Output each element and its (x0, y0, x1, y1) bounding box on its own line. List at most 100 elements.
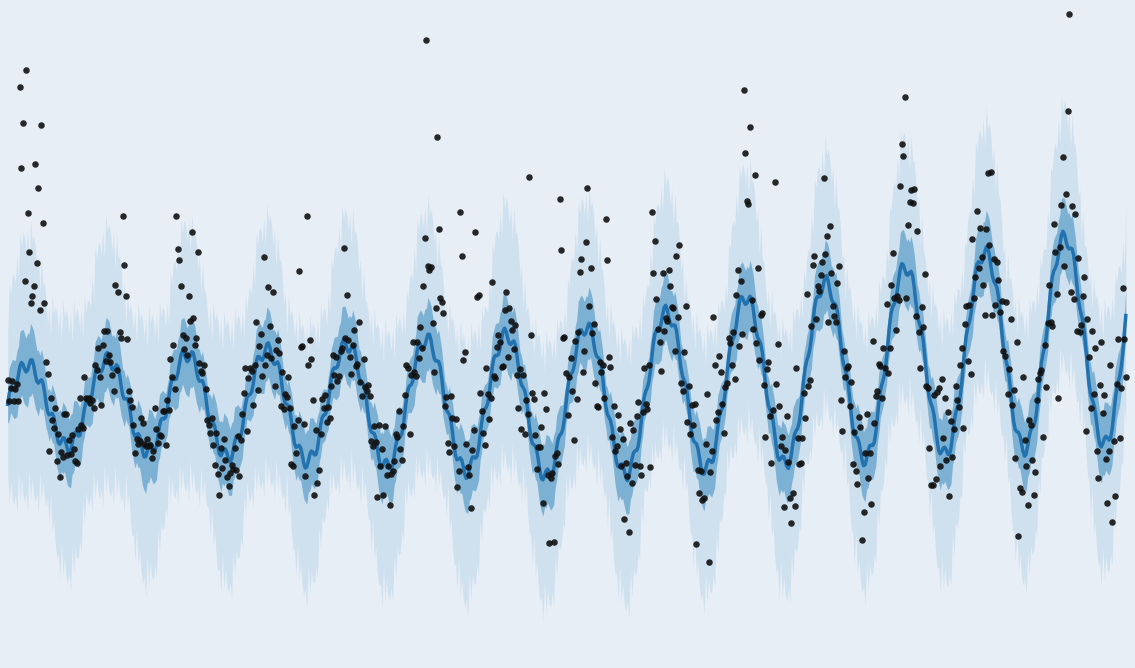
Point (533, 498, 552, 508)
Point (83, 394, 101, 405)
Point (956, 319, 974, 329)
Point (462, 502, 480, 513)
Point (162, 371, 180, 382)
Point (402, 369, 420, 380)
Point (311, 429, 329, 440)
Point (191, 357, 209, 368)
Point (1004, 385, 1023, 395)
Point (973, 252, 991, 263)
Point (1035, 340, 1053, 351)
Point (686, 399, 704, 409)
Point (78, 394, 96, 405)
Point (394, 420, 412, 431)
Point (933, 373, 951, 384)
Point (208, 428, 226, 439)
Point (16, 276, 34, 287)
Point (70, 393, 89, 403)
Point (296, 471, 314, 482)
Point (1028, 394, 1046, 405)
Point (948, 395, 966, 405)
Point (188, 246, 207, 257)
Point (1082, 403, 1100, 413)
Point (894, 151, 913, 162)
Point (84, 403, 102, 413)
Point (241, 363, 259, 373)
Point (404, 337, 422, 347)
Point (1044, 219, 1062, 230)
Point (969, 263, 987, 273)
Point (326, 369, 344, 380)
Point (646, 236, 664, 246)
Point (363, 441, 381, 452)
Point (834, 345, 852, 356)
Point (647, 293, 665, 304)
Point (96, 356, 115, 367)
Point (187, 333, 205, 343)
Point (733, 329, 751, 339)
Point (485, 371, 503, 381)
Point (200, 420, 218, 430)
Point (463, 444, 481, 455)
Point (808, 281, 826, 291)
Point (659, 265, 678, 276)
Point (745, 324, 763, 335)
Point (145, 402, 163, 413)
Point (410, 353, 428, 363)
Point (527, 430, 545, 440)
Point (858, 409, 876, 420)
Point (243, 365, 261, 376)
Point (986, 300, 1004, 311)
Point (1009, 530, 1027, 541)
Point (280, 403, 299, 413)
Point (285, 421, 303, 432)
Point (61, 449, 79, 460)
Point (435, 307, 453, 318)
Point (501, 303, 519, 313)
Point (195, 360, 213, 371)
Point (1099, 497, 1117, 508)
Point (806, 250, 824, 261)
Point (855, 506, 873, 517)
Point (322, 380, 340, 391)
Point (234, 408, 252, 419)
Point (955, 423, 973, 434)
Point (358, 385, 376, 396)
Point (507, 370, 526, 381)
Point (297, 211, 316, 222)
Point (919, 383, 938, 393)
Point (822, 268, 840, 279)
Point (405, 367, 423, 377)
Point (737, 147, 755, 158)
Point (471, 388, 489, 399)
Point (562, 353, 580, 363)
Point (813, 257, 831, 267)
Point (589, 401, 607, 412)
Point (339, 335, 358, 345)
Point (636, 363, 654, 373)
Point (1056, 261, 1074, 272)
Point (947, 380, 965, 391)
Point (1020, 414, 1039, 425)
Point (851, 422, 869, 432)
Point (625, 460, 644, 470)
Point (721, 337, 739, 348)
Point (502, 316, 520, 327)
Point (588, 401, 606, 411)
Point (323, 350, 342, 361)
Point (898, 293, 916, 304)
Point (379, 460, 397, 471)
Point (182, 315, 200, 326)
Point (488, 341, 506, 352)
Point (440, 447, 459, 458)
Point (925, 390, 943, 401)
Point (148, 424, 166, 434)
Point (442, 390, 460, 401)
Point (401, 428, 419, 439)
Point (27, 258, 45, 269)
Point (347, 361, 365, 371)
Point (314, 402, 333, 413)
Point (212, 443, 230, 454)
Point (512, 424, 530, 434)
Point (1008, 336, 1026, 347)
Point (222, 460, 241, 470)
